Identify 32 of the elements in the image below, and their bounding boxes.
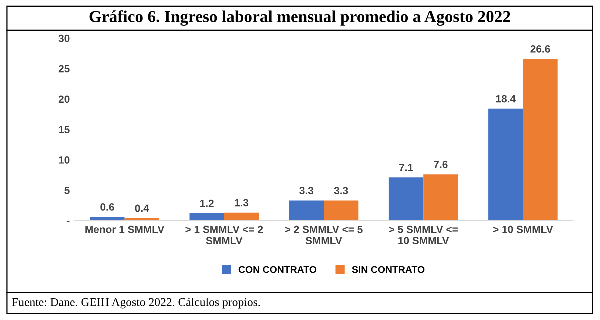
x-tick-label: > 1 SMMLV <= 2 SMMLV <box>186 226 264 245</box>
y-tick-label: 25 <box>58 65 70 73</box>
data-label: 0.4 <box>135 204 150 212</box>
y-tick-label: - <box>67 221 70 222</box>
data-label: 1.3 <box>235 199 249 207</box>
data-label: 18.4 <box>496 95 516 103</box>
data-label: 3.3 <box>300 187 314 195</box>
bar <box>488 108 524 221</box>
y-tick-label: 30 <box>58 34 70 42</box>
x-tick-label: Menor 1 SMMLV <box>86 226 165 234</box>
source-note: Fuente: Dane. GEIH Agosto 2022. Cálculos propios. <box>12 298 260 309</box>
data-label: 3.3 <box>334 187 348 195</box>
bar <box>324 200 359 221</box>
y-tick-label: 15 <box>59 126 70 134</box>
x-tick-label: > 2 SMMLV <= 5 SMMLV <box>285 226 363 245</box>
x-tick-label: > 10 SMMLV <box>493 226 554 234</box>
chart-title: Gráfico 6. Ingreso laboral mensual promedio a Agosto 2022 <box>90 10 510 26</box>
data-label: 7.6 <box>434 160 448 168</box>
data-label: 1.2 <box>200 200 214 208</box>
y-tick-label: 20 <box>58 96 70 104</box>
y-tick-label: 10 <box>59 156 70 164</box>
bar <box>388 178 424 221</box>
legend-label: CON CONTRATO <box>238 266 317 274</box>
data-label: 0.6 <box>100 204 114 211</box>
data-label: 7.1 <box>399 164 414 172</box>
bar <box>289 200 324 221</box>
y-tick-label: 5 <box>64 187 70 194</box>
data-label: 26.6 <box>530 45 550 53</box>
bar <box>424 174 458 221</box>
legend-label: SIN CONTRATO <box>352 266 425 274</box>
bar <box>523 59 558 221</box>
x-tick-label: > 5 SMMLV <= 10 SMMLV <box>389 226 458 245</box>
